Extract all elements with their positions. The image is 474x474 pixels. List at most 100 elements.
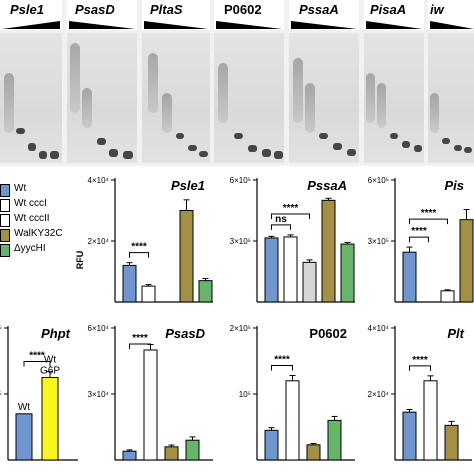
significance-bracket bbox=[271, 213, 310, 219]
legend-label: Wt bbox=[14, 183, 27, 194]
bar-wt bbox=[15, 413, 33, 461]
gel-title-psle1: Psle1 bbox=[10, 2, 44, 17]
y-tick-label: 3×10⁵ bbox=[230, 237, 251, 246]
gel-title-pisaa: PisaA bbox=[370, 2, 407, 17]
bar-walky32c bbox=[459, 219, 474, 303]
significance-bracket bbox=[409, 365, 431, 371]
y-tick-label: 10⁵ bbox=[0, 390, 2, 399]
legend-swatch bbox=[0, 214, 10, 227]
bar-walky32c bbox=[321, 199, 336, 303]
legend-label: Wt cccII bbox=[14, 213, 50, 224]
y-tick-label: 2×10⁴ bbox=[368, 390, 390, 399]
gel-panel-p0602 bbox=[214, 33, 284, 163]
significance-bracket bbox=[409, 218, 448, 225]
gel-header-pltas: PltaS bbox=[142, 0, 210, 30]
bar-walky32c bbox=[179, 210, 194, 303]
bar--yychi bbox=[185, 439, 200, 461]
bar-chart-p0602: P0602 10⁵ 2×10⁵ **** bbox=[230, 324, 355, 461]
bar-chart-psasd: PsasD 3×10⁴ 6×10⁴ **** bbox=[88, 324, 213, 461]
bar-wt bbox=[264, 429, 279, 461]
bar-wt-cccii bbox=[440, 290, 455, 303]
y-tick-label: 3×10⁴ bbox=[88, 390, 110, 399]
legend-swatch bbox=[0, 199, 10, 212]
gel-panel-psle1 bbox=[0, 33, 62, 163]
significance-label: **** bbox=[132, 333, 148, 344]
bar-wt bbox=[402, 411, 417, 461]
gel-title-iw: iw bbox=[430, 2, 444, 17]
bar-chart-pssaa: PssaA 3×10⁵ 6×10⁵ ns**** bbox=[230, 176, 355, 303]
bar-wt-cccii bbox=[302, 261, 317, 303]
y-tick-label: 6×10⁴ bbox=[88, 324, 110, 333]
significance-bracket bbox=[129, 252, 149, 258]
gel-wedge-psle1 bbox=[2, 21, 60, 29]
bar-wt bbox=[402, 251, 417, 303]
gel-title-psasd: PsasD bbox=[75, 2, 115, 17]
y-tick-label: 6×10⁵ bbox=[230, 176, 251, 185]
bar-chart-phpt: Phpt10⁵10⁵WtWtG6P**** bbox=[0, 324, 78, 461]
gel-title-pltas: PltaS bbox=[150, 2, 183, 17]
bar-label: Wt bbox=[44, 355, 56, 366]
bar-chart-plt: Plt 2×10⁴ 4×10⁴ **** bbox=[368, 324, 472, 461]
legend-label: Wt cccI bbox=[14, 198, 47, 209]
gel-panel-pisaa bbox=[364, 33, 424, 163]
bar-wt-ccci bbox=[143, 349, 158, 461]
y-tick-label: 2×10⁴ bbox=[88, 237, 110, 246]
legend-swatch bbox=[0, 229, 10, 242]
gel-header-pisaa: PisaA bbox=[364, 0, 424, 30]
y-tick-label: 4×10⁴ bbox=[368, 324, 390, 333]
chart-title: P0602 bbox=[309, 326, 347, 341]
legend-label: WalKY32C bbox=[14, 228, 63, 239]
gel-panel-pssaa bbox=[289, 33, 359, 163]
bar-label: G6P bbox=[40, 366, 60, 377]
y-tick-label: 10⁵ bbox=[0, 324, 2, 333]
significance-bracket bbox=[129, 343, 151, 349]
gel-wedge-pltas bbox=[144, 21, 208, 29]
gel-panel-pltas bbox=[142, 33, 210, 163]
gel-header-iw: iw bbox=[428, 0, 474, 30]
significance-label: **** bbox=[29, 351, 45, 362]
bar-wt-ccci bbox=[423, 380, 438, 461]
chart-title: PsasD bbox=[165, 326, 205, 341]
gel-wedge-pssaa bbox=[291, 21, 357, 29]
y-tick-label: 2×10⁵ bbox=[230, 324, 251, 333]
gel-image: Psle1 PsasD PltaS P0602 PssaA PisaA iw bbox=[0, 0, 474, 166]
bar-wt-ccci bbox=[283, 236, 298, 303]
bar-wt bbox=[122, 450, 137, 461]
bar--yychi bbox=[340, 243, 355, 303]
gel-wedge-p0602 bbox=[216, 21, 282, 29]
significance-label: **** bbox=[411, 226, 427, 237]
bar--yychi bbox=[327, 419, 342, 461]
gel-header-pssaa: PssaA bbox=[289, 0, 359, 30]
significance-label: **** bbox=[274, 355, 290, 366]
significance-bracket bbox=[271, 365, 293, 371]
gel-wedge-pisaa bbox=[366, 21, 422, 29]
bar-wt-ccci bbox=[141, 285, 156, 303]
y-tick-label: 3×10⁵ bbox=[368, 237, 389, 246]
bar-wt bbox=[122, 264, 137, 303]
bar-label: Wt bbox=[18, 402, 30, 413]
gel-title-p0602: P0602 bbox=[224, 2, 262, 17]
significance-label: **** bbox=[283, 203, 299, 214]
chart-title: Plt bbox=[447, 326, 464, 341]
y-tick-label: 10⁵ bbox=[239, 390, 251, 399]
legend-swatch bbox=[0, 184, 10, 197]
significance-bracket bbox=[409, 236, 429, 243]
gel-wedge-iw bbox=[430, 21, 474, 29]
significance-label: **** bbox=[131, 242, 147, 253]
chart-title: PssaA bbox=[307, 178, 347, 193]
significance-label: **** bbox=[412, 355, 428, 366]
legend-swatch bbox=[0, 244, 10, 257]
chart-title: Pis bbox=[444, 178, 464, 193]
significance-bracket bbox=[23, 361, 51, 367]
y-tick-label: 4×10⁴ bbox=[88, 176, 110, 185]
bar--yychi bbox=[198, 280, 213, 303]
chart-title: Psle1 bbox=[171, 178, 205, 193]
y-tick-label: 6×10⁵ bbox=[368, 176, 389, 185]
legend-label: ΔyycHI bbox=[14, 243, 46, 254]
significance-bracket bbox=[271, 224, 291, 230]
significance-label: **** bbox=[421, 208, 437, 219]
chart-title: Phpt bbox=[41, 326, 71, 341]
gel-wedge-psasd bbox=[69, 21, 135, 29]
gel-header-psasd: PsasD bbox=[67, 0, 137, 30]
